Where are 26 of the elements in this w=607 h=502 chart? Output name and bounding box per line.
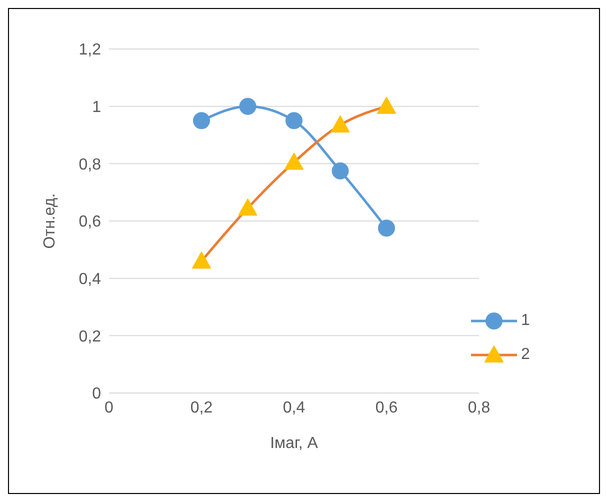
y-tick-label: 0,4 xyxy=(78,271,102,288)
point xyxy=(332,162,349,180)
point xyxy=(286,112,302,130)
x-tick-label: 0,2 xyxy=(190,399,213,416)
x-axis-title: Iмаг, А xyxy=(270,435,318,452)
y-axis-title: Отн.ед. xyxy=(42,193,59,249)
legend-label: 2 xyxy=(521,346,530,364)
y-tick-label: 0 xyxy=(92,386,102,403)
point xyxy=(330,115,350,132)
point xyxy=(239,98,256,115)
x-tick-label: 0,4 xyxy=(282,399,306,416)
y-tick-label: 0,8 xyxy=(78,156,102,174)
point xyxy=(377,96,396,114)
point xyxy=(284,152,304,170)
x-tick-label: 0,6 xyxy=(375,399,398,416)
x-tick-label: 0,8 xyxy=(468,399,490,416)
y-tick-label: 1,2 xyxy=(78,42,102,59)
y-tick-label: 0,6 xyxy=(78,214,102,231)
point xyxy=(238,198,258,216)
point xyxy=(193,112,210,130)
y-tick-label: 1 xyxy=(92,99,102,116)
y-tick-label: 0,2 xyxy=(78,328,102,346)
x-tick-label: 0 xyxy=(104,399,114,416)
legend-label: 1 xyxy=(521,312,530,330)
point xyxy=(378,220,395,237)
point xyxy=(192,252,211,269)
